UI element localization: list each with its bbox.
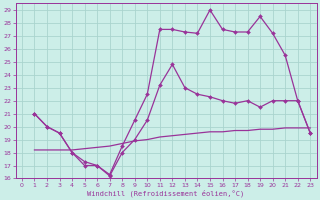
X-axis label: Windchill (Refroidissement éolien,°C): Windchill (Refroidissement éolien,°C) <box>87 189 245 197</box>
